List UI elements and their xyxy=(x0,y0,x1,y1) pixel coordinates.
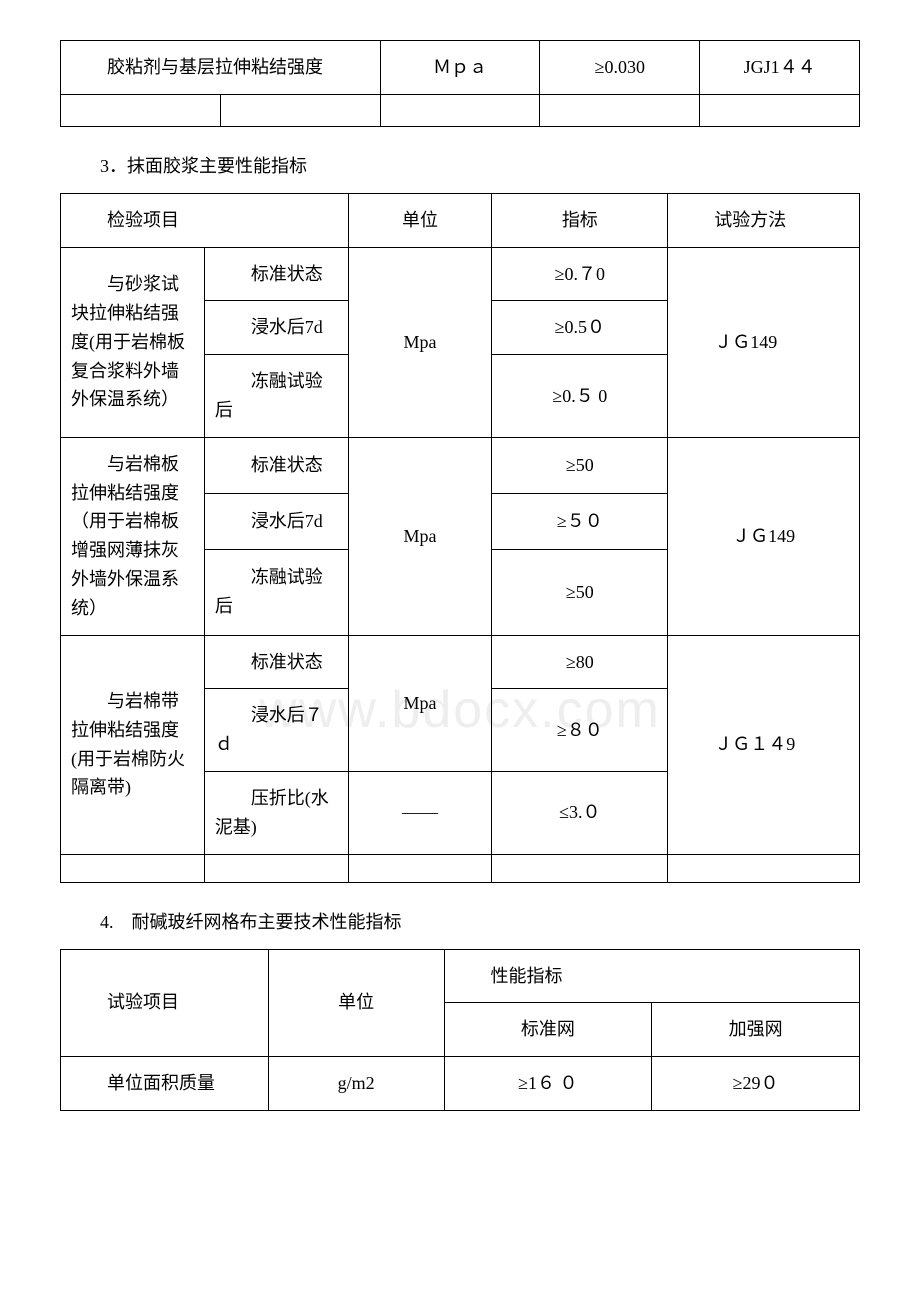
cell-value: ≥1６ ０ xyxy=(444,1057,652,1111)
cell-unit: g/m2 xyxy=(268,1057,444,1111)
cell-value: ≤3.０ xyxy=(492,771,668,854)
cell-method: ＪＧ１４9 xyxy=(668,635,860,854)
cell-empty xyxy=(700,94,860,126)
header-method: 试验方法 xyxy=(668,193,860,247)
cell-group-label: 与岩棉板拉伸粘结强度（用于岩棉板增强网薄抹灰外墙外保温系统） xyxy=(61,437,205,635)
table-row: 与岩棉带拉伸粘结强度(用于岩棉防火隔离带) 标准状态 Mpa ≥80 ＪＧ１４9 xyxy=(61,635,860,689)
cell-empty xyxy=(348,854,492,882)
cell-empty xyxy=(220,94,380,126)
table-row xyxy=(61,94,860,126)
header-item: 试验项目 xyxy=(61,949,269,1057)
header-enhanced: 加强网 xyxy=(652,1003,860,1057)
cell-value: ≥0.030 xyxy=(540,41,700,95)
section-4-title: 4. 耐碱玻纤网格布主要技术性能指标 xyxy=(100,908,860,934)
cell-group-label: 与砂浆试块拉伸粘结强度(用于岩棉板复合浆料外墙外保温系统） xyxy=(61,247,205,437)
header-index: 指标 xyxy=(492,193,668,247)
header-unit: 单位 xyxy=(268,949,444,1057)
cell-label: 胶粘剂与基层拉伸粘结强度 xyxy=(61,41,381,95)
cell-unit: Ｍｐａ xyxy=(380,41,540,95)
header-item: 检验项目 xyxy=(61,193,349,247)
cell-empty xyxy=(540,94,700,126)
cell-value: ≥29０ xyxy=(652,1057,860,1111)
cell-empty xyxy=(492,854,668,882)
cell-condition: 浸水后7d xyxy=(204,493,348,549)
table-row: 与砂浆试块拉伸粘结强度(用于岩棉板复合浆料外墙外保温系统） 标准状态 Mpa ≥… xyxy=(61,247,860,301)
cell-unit: Mpa xyxy=(348,635,492,771)
header-index: 性能指标 xyxy=(444,949,860,1003)
cell-value: ≥80 xyxy=(492,635,668,689)
table-plaster: 检验项目 单位 指标 试验方法 与砂浆试块拉伸粘结强度(用于岩棉板复合浆料外墙外… xyxy=(60,193,860,883)
cell-label: 单位面积质量 xyxy=(61,1057,269,1111)
cell-condition: 标准状态 xyxy=(204,247,348,301)
cell-condition: 浸水后７ｄ xyxy=(204,689,348,772)
cell-group-label: 与岩棉带拉伸粘结强度(用于岩棉防火隔离带) xyxy=(61,635,205,854)
cell-condition: 标准状态 xyxy=(204,635,348,689)
header-unit: 单位 xyxy=(348,193,492,247)
cell-method: JGJ1４４ xyxy=(700,41,860,95)
table-header-row: 检验项目 单位 指标 试验方法 xyxy=(61,193,860,247)
cell-method: ＪＧ149 xyxy=(668,437,860,635)
cell-condition: 标准状态 xyxy=(204,437,348,493)
cell-empty xyxy=(61,94,221,126)
cell-condition: 浸水后7d xyxy=(204,301,348,355)
cell-value: ≥８０ xyxy=(492,689,668,772)
cell-method: ＪＧ149 xyxy=(668,247,860,437)
cell-condition: 冻融试验后 xyxy=(204,549,348,635)
cell-unit: Mpa xyxy=(348,247,492,437)
table-mesh: 试验项目 单位 性能指标 标准网 加强网 单位面积质量 g/m2 ≥1６ ０ ≥… xyxy=(60,949,860,1111)
cell-unit: Mpa xyxy=(348,437,492,635)
cell-empty xyxy=(61,854,205,882)
cell-empty xyxy=(380,94,540,126)
table-row: 胶粘剂与基层拉伸粘结强度 Ｍｐａ ≥0.030 JGJ1４４ xyxy=(61,41,860,95)
cell-empty xyxy=(668,854,860,882)
cell-unit: —— xyxy=(348,771,492,854)
cell-value: ≥0.７0 xyxy=(492,247,668,301)
table-row: 单位面积质量 g/m2 ≥1６ ０ ≥29０ xyxy=(61,1057,860,1111)
cell-value: ≥0.5０ xyxy=(492,301,668,355)
cell-condition: 压折比(水泥基) xyxy=(204,771,348,854)
header-standard: 标准网 xyxy=(444,1003,652,1057)
cell-condition: 冻融试验后 xyxy=(204,355,348,438)
cell-value: ≥0.５ 0 xyxy=(492,355,668,438)
cell-value: ≥50 xyxy=(492,549,668,635)
cell-empty xyxy=(204,854,348,882)
section-3-title: 3．抹面胶浆主要性能指标 xyxy=(100,152,860,178)
cell-value: ≥５０ xyxy=(492,493,668,549)
table-row: 与岩棉板拉伸粘结强度（用于岩棉板增强网薄抹灰外墙外保温系统） 标准状态 Mpa … xyxy=(61,437,860,493)
cell-value: ≥50 xyxy=(492,437,668,493)
table-row xyxy=(61,854,860,882)
table-adhesive: 胶粘剂与基层拉伸粘结强度 Ｍｐａ ≥0.030 JGJ1４４ xyxy=(60,40,860,127)
table-header-row: 试验项目 单位 性能指标 xyxy=(61,949,860,1003)
